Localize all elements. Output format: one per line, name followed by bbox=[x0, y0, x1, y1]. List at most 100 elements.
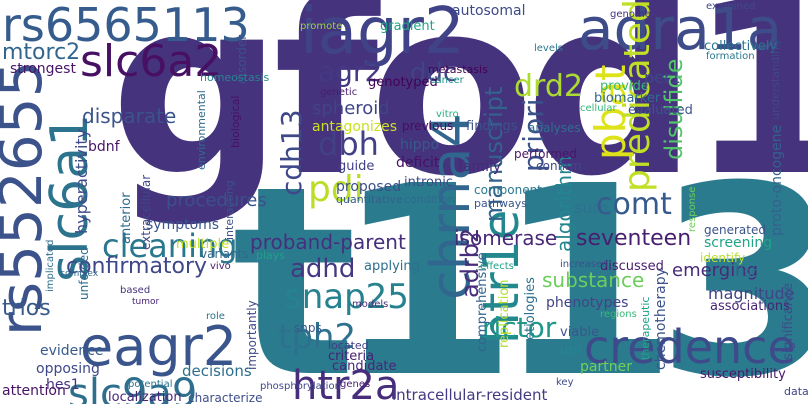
word: htr2a bbox=[292, 363, 400, 404]
word: key bbox=[556, 377, 574, 388]
word: findings bbox=[466, 119, 518, 134]
word: trios bbox=[2, 296, 51, 321]
word: list bbox=[736, 265, 757, 281]
word: emerging bbox=[672, 260, 759, 281]
word: genome-wide bbox=[610, 9, 678, 20]
word: guide bbox=[338, 159, 375, 174]
word: based bbox=[120, 285, 151, 296]
word: complex bbox=[60, 269, 99, 279]
word: rs6565113 bbox=[2, 0, 250, 52]
word: cancer bbox=[430, 75, 464, 86]
word: cleaning bbox=[102, 227, 238, 265]
word: upr bbox=[560, 343, 582, 358]
word: component bbox=[474, 183, 542, 197]
word: implicated bbox=[45, 239, 56, 292]
word: collectively bbox=[704, 39, 778, 54]
word: regions bbox=[600, 309, 637, 320]
word: screening bbox=[704, 235, 773, 251]
word: genes bbox=[340, 379, 371, 390]
word: attention bbox=[2, 383, 66, 399]
word: drd2 bbox=[514, 69, 583, 104]
word: response bbox=[687, 186, 698, 232]
word: slc9a9 bbox=[68, 371, 198, 404]
word: effects bbox=[480, 261, 514, 272]
word: family bbox=[458, 159, 502, 175]
word: chemotherapy bbox=[653, 268, 669, 370]
word: models bbox=[352, 299, 389, 310]
word: vitro bbox=[436, 109, 459, 120]
word: data bbox=[784, 385, 808, 398]
word: gfod1 bbox=[110, 0, 808, 230]
word: confirmatory bbox=[66, 254, 208, 279]
word: t1135 bbox=[232, 130, 808, 404]
word: importantly bbox=[245, 300, 259, 370]
word: evidence bbox=[40, 343, 104, 359]
word: snap25 bbox=[284, 277, 409, 317]
word: significance bbox=[781, 282, 796, 360]
word: intracellular-resident bbox=[392, 386, 548, 404]
word: previous bbox=[402, 119, 454, 133]
word: viable bbox=[560, 325, 600, 340]
word: understanding bbox=[769, 40, 782, 120]
word: symptoms bbox=[146, 217, 220, 233]
word: adra1a bbox=[578, 0, 783, 63]
word: proband-parent bbox=[250, 230, 406, 254]
word: strongest bbox=[10, 61, 76, 77]
word: tph2 bbox=[278, 317, 357, 357]
word: proto-oncogene bbox=[769, 124, 785, 236]
word: environmental bbox=[195, 90, 208, 170]
word: interacting bbox=[223, 180, 236, 240]
word: rictor bbox=[482, 311, 557, 344]
word: phenotypes bbox=[546, 295, 629, 311]
word: iagr2 bbox=[300, 0, 465, 69]
word: substance bbox=[542, 268, 645, 292]
word: phosphorylation bbox=[260, 381, 341, 392]
word: comt bbox=[596, 187, 672, 222]
word: spheroid bbox=[312, 98, 390, 119]
word: applying bbox=[364, 259, 420, 274]
word: procedures bbox=[166, 190, 267, 211]
word: increased bbox=[560, 259, 609, 270]
word: per1 bbox=[644, 68, 681, 87]
word: biomarker bbox=[594, 91, 661, 106]
word: hippo bbox=[400, 137, 440, 153]
word: adhd bbox=[290, 254, 356, 284]
word: pathways bbox=[474, 197, 527, 210]
word: dbh bbox=[318, 125, 379, 163]
word: decisions bbox=[182, 362, 252, 380]
word: etiologies bbox=[523, 277, 538, 340]
word: candidate bbox=[332, 359, 397, 374]
word: performed bbox=[514, 147, 577, 161]
word: multiple bbox=[176, 237, 230, 252]
word: biological bbox=[229, 95, 242, 148]
word: deficit bbox=[396, 155, 440, 171]
word: localization bbox=[108, 390, 182, 404]
word: susceptibility bbox=[700, 367, 786, 382]
word: agr2 bbox=[318, 55, 383, 88]
word: magnitude bbox=[708, 284, 795, 303]
word: isomerase bbox=[454, 226, 558, 250]
word: tumor bbox=[132, 297, 160, 307]
word: autosomal bbox=[452, 3, 526, 19]
word: confirm bbox=[536, 159, 582, 173]
word: gradient bbox=[380, 19, 435, 34]
word: replication bbox=[497, 279, 512, 348]
word: genotyped bbox=[368, 75, 438, 90]
word: genetic bbox=[320, 87, 358, 98]
word: partner bbox=[580, 359, 632, 375]
word: pdi bbox=[308, 169, 364, 210]
word: criteria bbox=[328, 349, 375, 364]
word: therapeutic bbox=[639, 296, 652, 360]
word: hes1 bbox=[46, 377, 80, 393]
word: mtorc2 bbox=[2, 40, 81, 65]
word: located bbox=[328, 339, 369, 352]
word: role bbox=[206, 311, 225, 322]
word: evaluated bbox=[628, 103, 693, 118]
word: variants bbox=[200, 247, 249, 261]
word: metastasis bbox=[428, 63, 488, 76]
word: eagr2 bbox=[80, 315, 238, 378]
word: slc6a2 bbox=[80, 36, 223, 87]
word: anterior bbox=[119, 192, 134, 244]
word: provide bbox=[600, 79, 649, 94]
